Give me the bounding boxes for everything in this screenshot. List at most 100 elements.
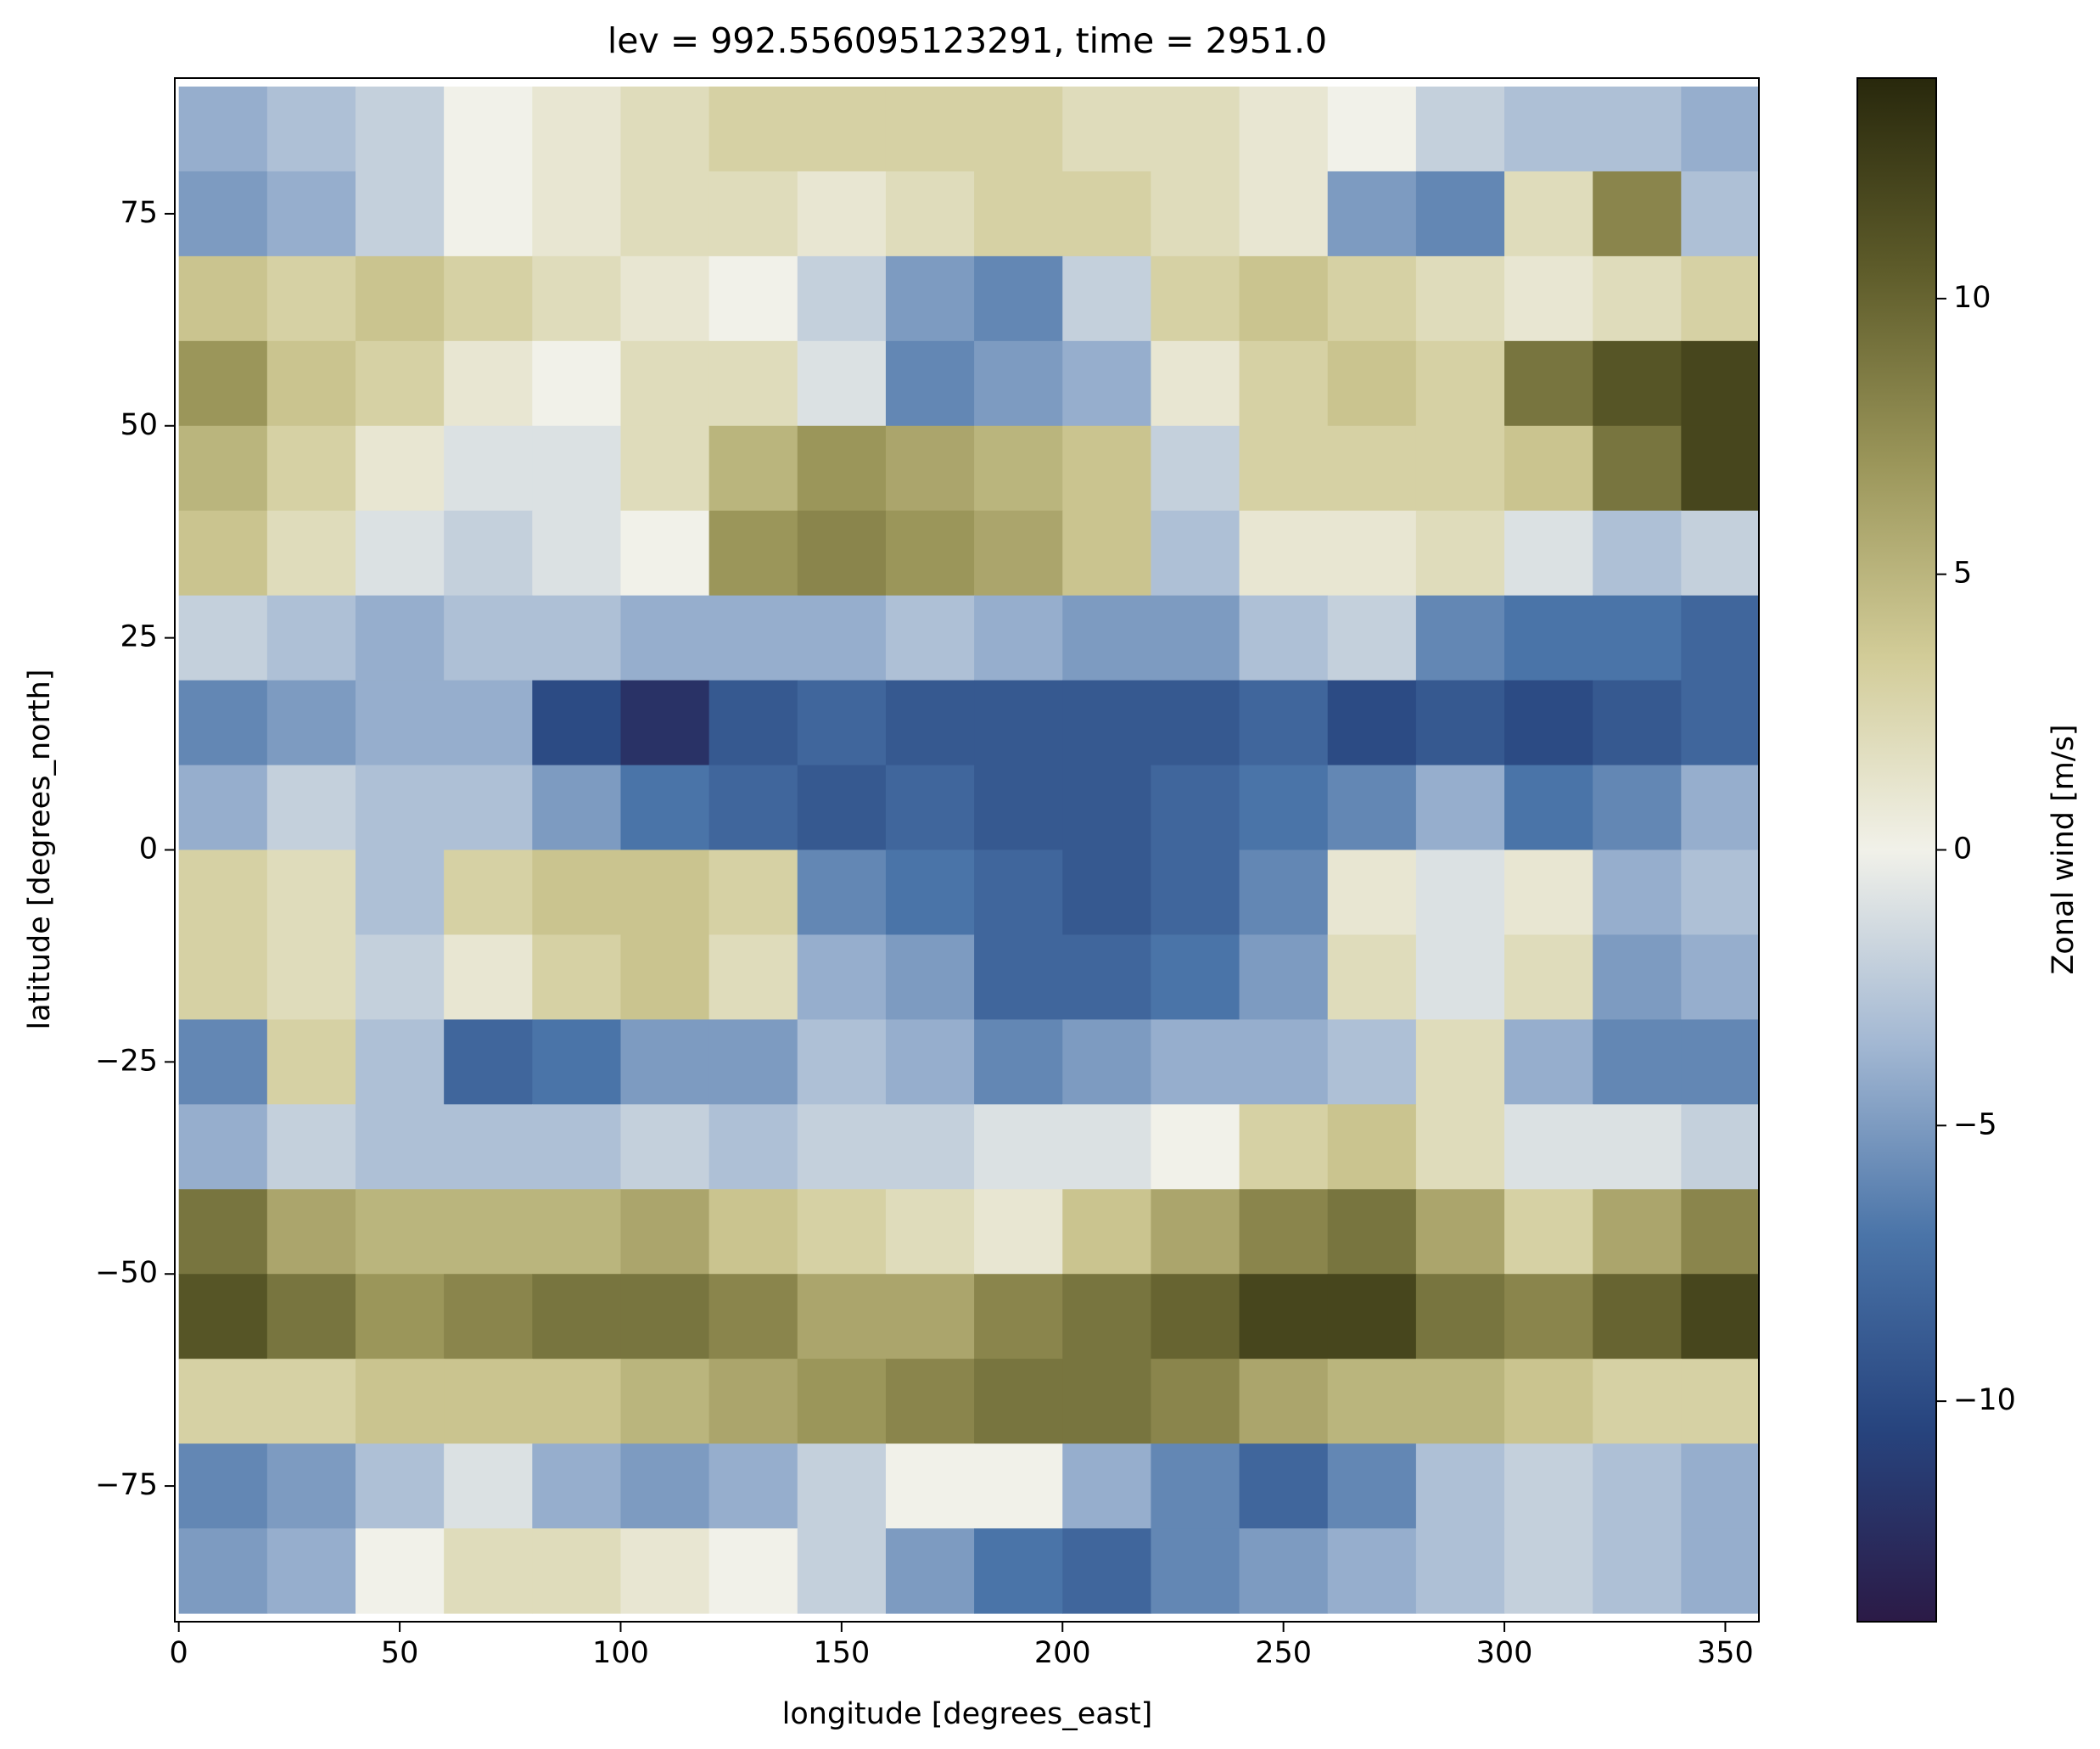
cell xyxy=(797,680,887,766)
cell xyxy=(1415,171,1505,257)
cell xyxy=(1681,1274,1759,1359)
cell xyxy=(1415,1189,1505,1275)
cell xyxy=(1327,425,1417,512)
cell xyxy=(1327,680,1417,766)
cell xyxy=(885,255,975,342)
cell xyxy=(1681,255,1759,342)
cell xyxy=(178,1274,268,1359)
cell xyxy=(1327,1528,1417,1614)
cell xyxy=(885,1359,975,1444)
cell xyxy=(708,1019,798,1105)
cell xyxy=(974,425,1063,512)
cell xyxy=(1239,595,1329,681)
cell xyxy=(1415,1104,1505,1190)
cell xyxy=(620,849,710,936)
cell xyxy=(1062,765,1152,851)
cell xyxy=(1415,1359,1505,1444)
y-tick-label: −25 xyxy=(95,1044,158,1078)
cell xyxy=(1062,255,1152,342)
cell xyxy=(1151,680,1240,766)
x-tick-label: 300 xyxy=(1476,1636,1533,1670)
cell xyxy=(178,1443,268,1529)
x-tick-label: 100 xyxy=(592,1636,649,1670)
cell xyxy=(1239,1019,1329,1105)
cell xyxy=(620,1274,710,1359)
cell xyxy=(1504,680,1593,766)
cell xyxy=(1504,1104,1593,1190)
cell xyxy=(1239,934,1329,1020)
cell xyxy=(532,86,622,172)
cell xyxy=(178,765,268,851)
cell xyxy=(1151,1528,1240,1614)
cell xyxy=(1151,340,1240,427)
cell xyxy=(1593,680,1682,766)
cell xyxy=(1504,340,1593,427)
cell xyxy=(1593,1189,1682,1275)
cell xyxy=(1415,425,1505,512)
cell xyxy=(620,340,710,427)
colorbar-tick-label: −5 xyxy=(1953,1107,1997,1141)
cell xyxy=(1681,595,1759,681)
cell xyxy=(1062,849,1152,936)
cell xyxy=(1062,1359,1152,1444)
cell xyxy=(266,1019,356,1105)
cell xyxy=(1681,1019,1759,1105)
cell xyxy=(444,1104,533,1190)
cell xyxy=(1415,1528,1505,1614)
cell xyxy=(178,1104,268,1190)
cell xyxy=(974,849,1063,936)
cell xyxy=(1327,934,1417,1020)
cell xyxy=(708,1443,798,1529)
cell xyxy=(444,255,533,342)
cell xyxy=(1593,595,1682,681)
cell xyxy=(1681,1104,1759,1190)
cell xyxy=(1593,1019,1682,1105)
cell xyxy=(444,680,533,766)
cell xyxy=(974,765,1063,851)
y-tick-label: −50 xyxy=(95,1256,158,1290)
cell xyxy=(1239,425,1329,512)
cell xyxy=(797,1104,887,1190)
cell xyxy=(1327,595,1417,681)
cell xyxy=(1151,510,1240,597)
cell xyxy=(797,1019,887,1105)
cell xyxy=(1415,849,1505,936)
cell xyxy=(1593,340,1682,427)
cell xyxy=(1504,1019,1593,1105)
cell xyxy=(532,1189,622,1275)
cell xyxy=(1327,255,1417,342)
cell xyxy=(355,1528,445,1614)
colorbar-tick-label: 5 xyxy=(1953,557,1972,591)
cell xyxy=(708,680,798,766)
cell xyxy=(1062,1443,1152,1529)
cell xyxy=(1504,86,1593,172)
cell xyxy=(266,86,356,172)
cell xyxy=(355,1443,445,1529)
cell xyxy=(708,1359,798,1444)
cell xyxy=(797,1359,887,1444)
cell xyxy=(1593,1104,1682,1190)
cell xyxy=(1504,1443,1593,1529)
x-tick-label: 250 xyxy=(1255,1636,1312,1670)
cell xyxy=(708,934,798,1020)
cell xyxy=(885,849,975,936)
cell xyxy=(266,1359,356,1444)
cell xyxy=(444,340,533,427)
cell xyxy=(1681,171,1759,257)
cell xyxy=(1415,1443,1505,1529)
cell xyxy=(1239,1274,1329,1359)
cell xyxy=(178,255,268,342)
cell xyxy=(1239,171,1329,257)
cell xyxy=(1415,255,1505,342)
cell xyxy=(532,1019,622,1105)
cell xyxy=(266,1104,356,1190)
cell xyxy=(797,1528,887,1614)
cell xyxy=(532,340,622,427)
y-tick-label: 50 xyxy=(120,408,158,442)
cell xyxy=(1593,510,1682,597)
cell xyxy=(178,1359,268,1444)
cell xyxy=(620,255,710,342)
cell xyxy=(708,86,798,172)
cell xyxy=(355,255,445,342)
cell xyxy=(1681,934,1759,1020)
